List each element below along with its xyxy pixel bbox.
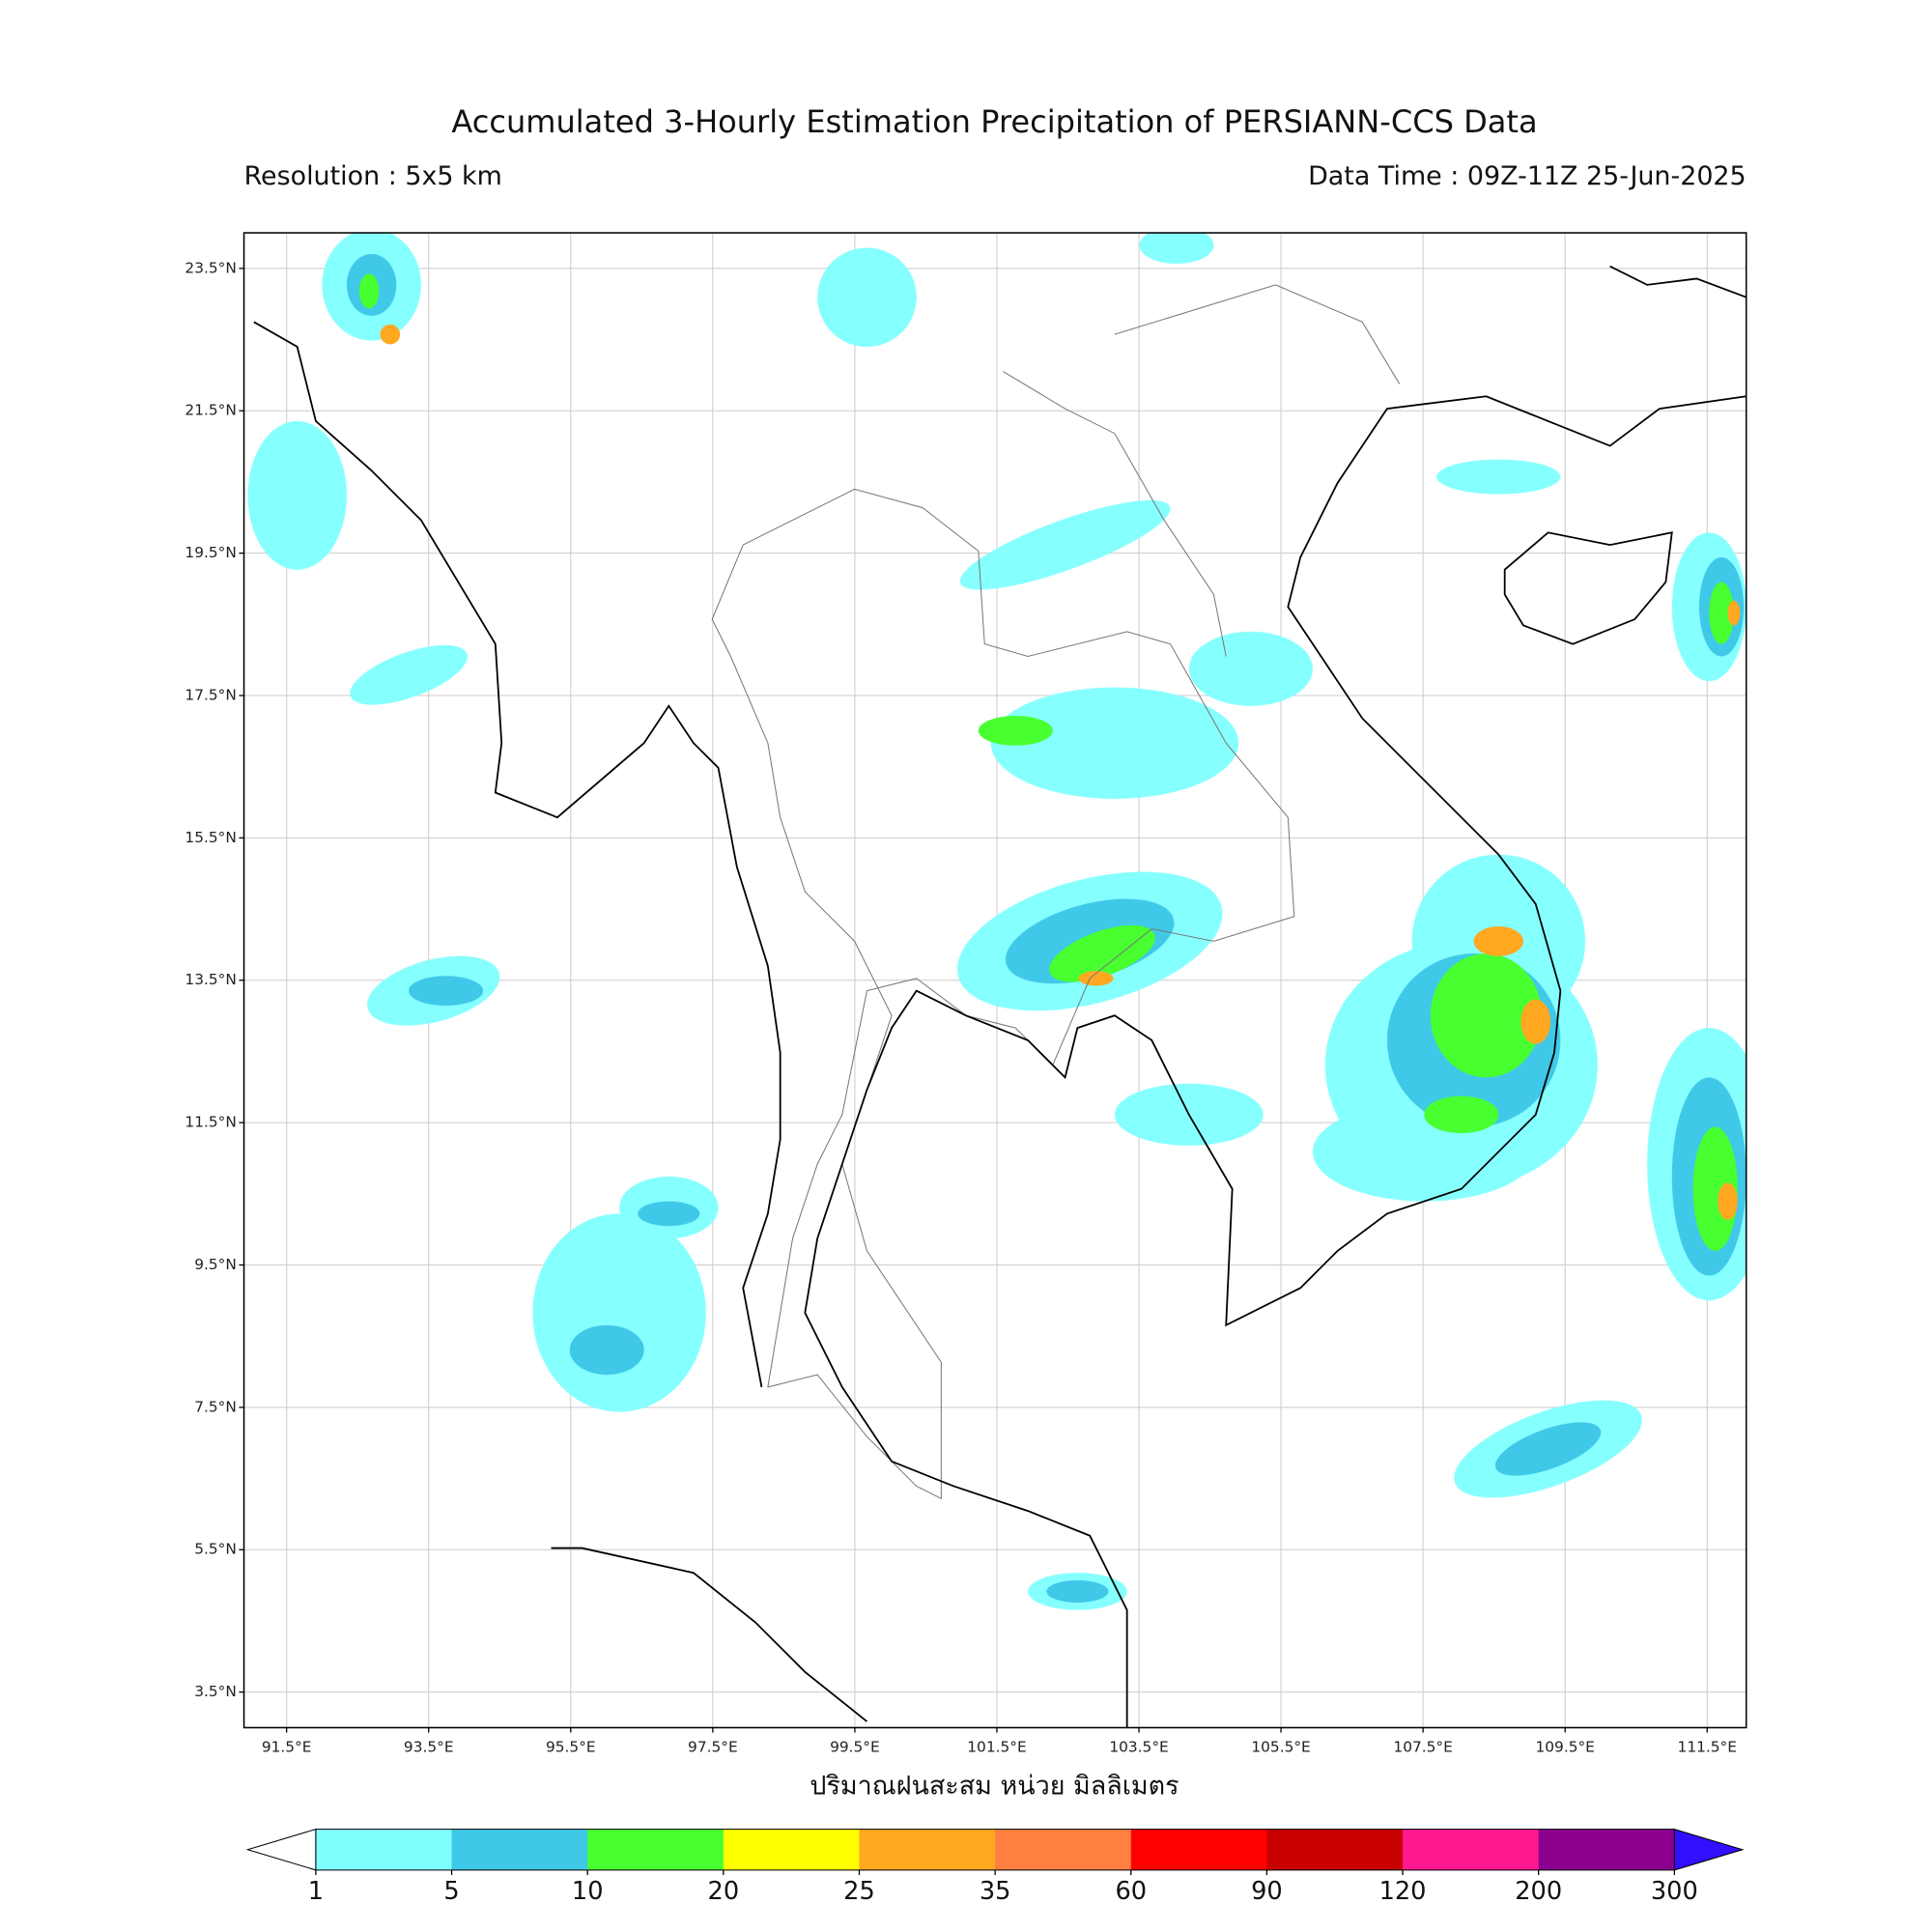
colorbar-segment <box>315 1829 453 1870</box>
data-time: Data Time : 09Z-11Z 25-Jun-2025 <box>1308 161 1747 191</box>
rain-field <box>247 233 1747 1610</box>
colorbar-label: 35 <box>980 1877 1011 1906</box>
colorbar-segment <box>995 1829 1132 1870</box>
colorbar-frame <box>315 1829 1675 1871</box>
colorbar-label: 5 <box>443 1877 459 1906</box>
lon-tick-label: 103.5°E <box>1109 1738 1168 1755</box>
lat-tick-label: 5.5°N <box>194 1541 237 1558</box>
colorbar-segment <box>1266 1829 1404 1870</box>
colorbar-label: 25 <box>843 1877 875 1906</box>
resolution: Resolution : 5x5 km <box>244 161 502 191</box>
colorbar-label: 300 <box>1651 1877 1698 1906</box>
lat-tick-label: 13.5°N <box>185 971 236 988</box>
lon-tick-label: 105.5°E <box>1251 1738 1310 1755</box>
lon-tick-label: 99.5°E <box>830 1738 880 1755</box>
colorbar-segment <box>1538 1829 1675 1870</box>
lon-tick-label: 95.5°E <box>546 1738 596 1755</box>
lon-tick-label: 97.5°E <box>688 1738 738 1755</box>
lat-tick-label: 11.5°N <box>185 1114 236 1131</box>
map-frame <box>242 232 1747 1729</box>
colorbar-label: 200 <box>1515 1877 1562 1906</box>
colorbar-label: 1 <box>308 1877 324 1906</box>
lon-tick-label: 101.5°E <box>967 1738 1026 1755</box>
colorbar: 1 5 10 20 25 35 60 90 120 200 300 <box>245 1828 1745 1906</box>
lon-tick-label: 109.5°E <box>1535 1738 1594 1755</box>
lat-tick-label: 19.5°N <box>185 544 236 561</box>
lat-tick-label: 15.5°N <box>185 829 236 846</box>
lat-tick-label: 23.5°N <box>185 259 236 276</box>
colorbar-segment <box>859 1829 996 1870</box>
lat-tick-label: 7.5°N <box>194 1398 237 1415</box>
lat-tick-label: 17.5°N <box>185 686 236 703</box>
colorbar-label: 120 <box>1379 1877 1427 1906</box>
colorbar-under <box>245 1828 317 1871</box>
map-lines <box>253 265 1747 1728</box>
lon-tick-label: 93.5°E <box>404 1738 454 1755</box>
lon-tick-label: 107.5°E <box>1393 1738 1452 1755</box>
colorbar-label: 10 <box>572 1877 604 1906</box>
colorbar-over <box>1673 1828 1745 1871</box>
lon-tick-label: 111.5°E <box>1678 1738 1737 1755</box>
lon-tick-label: 91.5°E <box>262 1738 312 1755</box>
colorbar-segment <box>587 1829 724 1870</box>
colorbar-segment <box>1130 1829 1268 1870</box>
colorbar-segment <box>1403 1829 1540 1870</box>
colorbar-label: 60 <box>1115 1877 1147 1906</box>
lat-tick-label: 9.5°N <box>194 1256 237 1273</box>
colorbar-label: 20 <box>708 1877 740 1906</box>
title: Accumulated 3-Hourly Estimation Precipit… <box>451 103 1537 140</box>
colorbar-label: 90 <box>1251 1877 1283 1906</box>
colorbar-segment <box>451 1829 588 1870</box>
colorbar-segment <box>723 1829 861 1870</box>
lat-tick-label: 21.5°N <box>185 402 236 419</box>
lat-tick-label: 3.5°N <box>194 1683 237 1700</box>
x-label: ปริมาณฝนสะสม หน่วย มิลลิเมตร <box>810 1772 1179 1802</box>
